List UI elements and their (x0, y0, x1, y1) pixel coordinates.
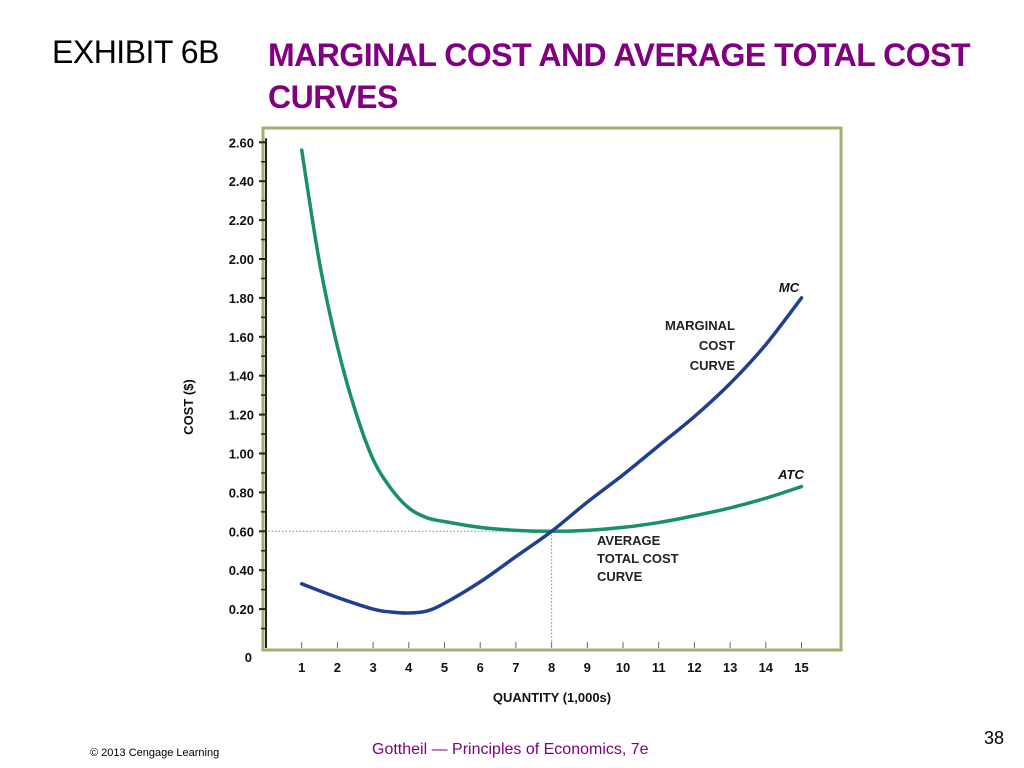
mc-annotation-line: MARGINAL (665, 318, 735, 333)
y-tick-label: 2.60 (229, 135, 254, 150)
atc-annotation-line: AVERAGE (597, 533, 661, 548)
x-tick-label: 7 (512, 660, 519, 675)
x-tick-label: 14 (759, 660, 774, 675)
series-mc-line (299, 296, 804, 615)
x-tick-label: 12 (687, 660, 701, 675)
x-tick-label: 5 (441, 660, 448, 675)
y-tick-label: 1.40 (229, 369, 254, 384)
atc-annotation-line: TOTAL COST (597, 551, 679, 566)
atc-annotation-line: CURVE (597, 569, 643, 584)
y-tick-label: 0.40 (229, 563, 254, 578)
y-tick-label: 0.80 (229, 485, 254, 500)
mc-curve-tag: MC (779, 280, 800, 295)
atc-curve-tag: ATC (777, 467, 804, 482)
slide-title: MARGINAL COST AND AVERAGE TOTAL COST CUR… (268, 37, 971, 115)
y-tick-label: 2.00 (229, 252, 254, 267)
y-axis-title: COST ($) (181, 379, 196, 435)
y-tick-label: 0.20 (229, 602, 254, 617)
y-tick-label: 2.20 (229, 213, 254, 228)
book-citation: Gottheil — Principles of Economics, 7e (372, 741, 649, 758)
x-tick-label: 11 (652, 660, 666, 675)
exhibit-label: EXHIBIT 6B (52, 34, 219, 70)
x-tick-label: 10 (616, 660, 630, 675)
annotation-layer: MC MARGINAL COST CURVE ATC AVERAGE TOTAL COST C… (597, 280, 804, 584)
x-tick-label: 2 (334, 660, 341, 675)
x-axis-title: QUANTITY (1,000s) (493, 690, 611, 705)
y-tick-label: 0 (245, 650, 252, 665)
x-tick-label: 9 (584, 660, 591, 675)
y-tick-label: 2.40 (229, 174, 254, 189)
mc-annotation-line: COST (699, 338, 735, 353)
copyright-notice: © 2013 Cengage Learning (90, 747, 220, 759)
y-tick-label: 1.20 (229, 408, 254, 423)
y-tick-label: 1.00 (229, 447, 254, 462)
series-atc-line (299, 148, 804, 534)
x-tick-label: 1 (298, 660, 305, 675)
x-tick-label: 6 (477, 660, 484, 675)
y-tick-label: 1.60 (229, 330, 254, 345)
mc-annotation-line: CURVE (690, 358, 736, 373)
page-number: 38 (984, 728, 1005, 748)
reference-lines (268, 530, 553, 648)
series-layer (299, 148, 804, 615)
x-tick-label: 4 (405, 660, 413, 675)
y-tick-label: 1.80 (229, 291, 254, 306)
x-tick-label: 8 (548, 660, 555, 675)
y-tick-label: 0.60 (229, 524, 254, 539)
x-tick-label: 3 (369, 660, 376, 675)
axes: 0 0.20 0.40 0.60 0.80 1.00 1.20 1.40 1.60 1.80 2.0… (229, 135, 809, 675)
x-tick-label: 15 (794, 660, 808, 675)
plot-frame (261, 126, 843, 652)
x-tick-label: 13 (723, 660, 737, 675)
